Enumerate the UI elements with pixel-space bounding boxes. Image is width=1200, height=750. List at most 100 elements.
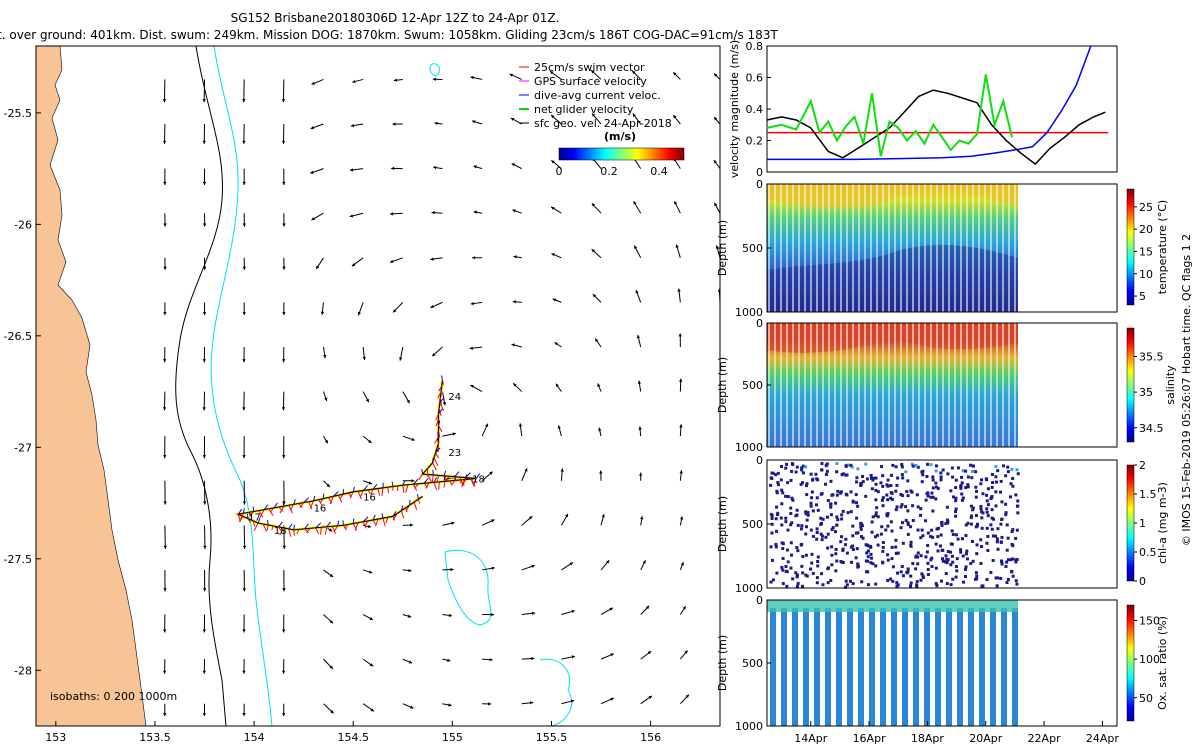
chl-point xyxy=(770,476,774,480)
velocity-arrow-head xyxy=(281,140,286,144)
chl-point xyxy=(871,478,875,482)
chl-point xyxy=(886,553,890,557)
chl-point xyxy=(806,513,810,517)
time-tick-label: 14Apr xyxy=(794,732,828,745)
chl-point xyxy=(819,532,823,536)
velocity-arrow-head xyxy=(675,244,679,248)
chl-point xyxy=(929,558,933,562)
chl-point xyxy=(795,465,799,469)
chl-point xyxy=(970,514,974,518)
chlorophyll-colorbar-ticks: 0 0.5 1 1.5 2 xyxy=(1134,459,1157,588)
chl-point xyxy=(891,565,895,569)
track-day-label: 17 xyxy=(248,512,261,523)
chl-point xyxy=(799,482,803,486)
chl-point xyxy=(969,463,973,467)
swim-vector xyxy=(396,485,399,492)
chl-point xyxy=(894,508,898,512)
chl-point xyxy=(985,541,989,545)
chl-point xyxy=(789,566,793,570)
chl-point xyxy=(900,462,904,466)
chl-point xyxy=(815,530,819,534)
chl-point xyxy=(1000,500,1004,504)
time-tick-label: 18Apr xyxy=(911,732,945,745)
chl-point xyxy=(960,492,964,496)
chl-point xyxy=(844,537,848,541)
velocity-arrow-head xyxy=(451,521,455,525)
chl-point xyxy=(909,540,913,544)
salinity-cblabel: salinity xyxy=(1164,365,1177,405)
chl-point xyxy=(830,553,834,557)
chl-point xyxy=(889,484,893,488)
chl-point xyxy=(871,476,875,480)
chl-point xyxy=(941,548,945,552)
chl-point xyxy=(856,562,860,566)
oxygen-cblabel: Ox. sat. ratio (%) xyxy=(1156,616,1169,710)
swim-vector xyxy=(364,520,369,526)
velocity-arrow-head xyxy=(163,181,167,185)
dac-vector xyxy=(412,478,419,485)
depth-tick-label: 1000 xyxy=(735,720,763,733)
chl-point xyxy=(776,483,780,487)
chl-point xyxy=(806,511,810,515)
velocity-arrow-head xyxy=(203,588,207,592)
velocity-arrow-shaft xyxy=(719,568,720,570)
chl-point xyxy=(815,496,819,500)
chl-point xyxy=(914,554,918,558)
velocity-arrow-head xyxy=(571,609,575,614)
chl-point xyxy=(940,523,944,527)
swim-vector xyxy=(333,525,339,533)
chl-point xyxy=(906,494,910,498)
salinity-profiles xyxy=(767,323,1018,447)
chlorophyll-cblabel: chl-a (mg m-3) xyxy=(1156,482,1169,564)
chl-point xyxy=(809,472,813,476)
velocity-arrow-head xyxy=(320,311,325,315)
chl-point xyxy=(1004,474,1008,478)
track-day-label: 23 xyxy=(448,448,461,459)
chl-point xyxy=(874,535,878,539)
isobaths-label: isobaths: 0 200 1000m xyxy=(50,690,177,703)
chl-point xyxy=(955,569,959,573)
swim-vector xyxy=(445,475,450,481)
chl-point xyxy=(986,534,990,538)
swim-vector xyxy=(438,425,443,433)
chl-point xyxy=(811,478,815,482)
chl-point xyxy=(901,541,905,545)
chl-point xyxy=(879,481,883,485)
swim-vector xyxy=(402,485,405,493)
velocity-arrow-head xyxy=(242,140,246,144)
velocity-arrow-head xyxy=(411,479,415,483)
velocity-ytick-label: 0.6 xyxy=(746,72,764,85)
swim-vector xyxy=(435,419,439,427)
chl-point xyxy=(900,465,904,469)
chl-point xyxy=(865,551,869,555)
chl-point xyxy=(850,465,854,469)
swim-vector xyxy=(248,512,253,517)
velocity-arrow-head xyxy=(202,181,207,185)
swim-vector xyxy=(375,518,379,527)
chl-point xyxy=(836,489,840,493)
chl-point xyxy=(874,488,878,492)
chl-point xyxy=(909,584,913,588)
chl-point xyxy=(971,506,975,510)
map-ytick-label: -26.5 xyxy=(4,330,32,343)
chl-point xyxy=(930,528,934,532)
chl-point xyxy=(854,501,858,505)
swim-vector xyxy=(405,504,411,512)
dac-vector xyxy=(453,475,456,481)
chl-point xyxy=(931,475,935,479)
chl-point xyxy=(804,525,808,529)
chl-point xyxy=(861,474,865,478)
chl-point xyxy=(980,584,984,588)
velocity-arrow-head xyxy=(282,312,286,316)
chl-point xyxy=(956,537,960,541)
chl-point xyxy=(994,576,998,580)
chl-point xyxy=(874,582,878,586)
velocity-ytick-label: 0.8 xyxy=(746,40,764,53)
chl-point xyxy=(815,503,819,507)
chl-point xyxy=(1015,528,1019,532)
chl-point xyxy=(801,471,805,475)
chl-point xyxy=(784,516,788,520)
chl-point xyxy=(795,584,799,588)
chl-point xyxy=(856,565,860,569)
map-ytick-label: -27.5 xyxy=(4,553,32,566)
